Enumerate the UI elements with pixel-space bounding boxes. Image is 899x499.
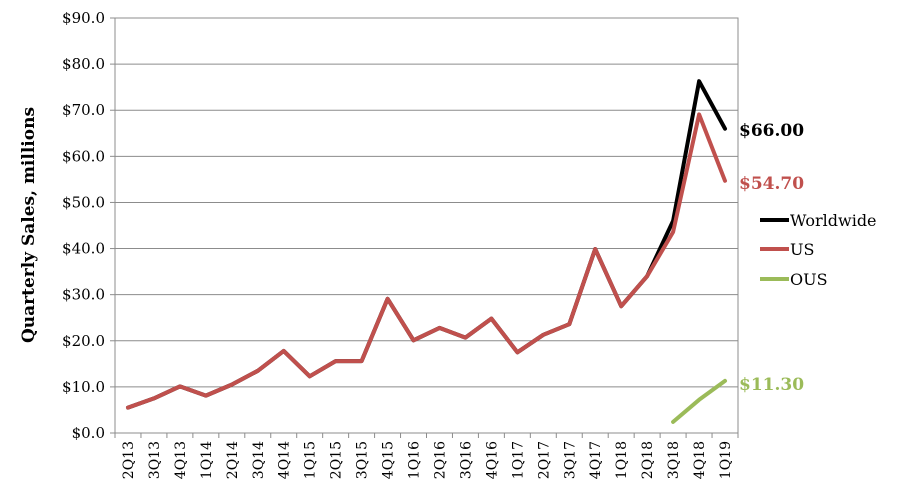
x-tick-label: 3Q17: [562, 441, 578, 479]
end-label-ous: $11.30: [739, 375, 804, 395]
y-tick-label: $60.0: [62, 147, 105, 165]
x-tick-label: 2Q14: [225, 441, 241, 479]
x-tick-label: 1Q19: [718, 441, 734, 479]
legend-label-ous: OUS: [790, 270, 828, 289]
x-tick-label: 3Q13: [147, 441, 163, 479]
x-tick-label: 1Q18: [614, 441, 630, 479]
y-tick-label: $80.0: [62, 55, 105, 73]
plot-border: [114, 17, 739, 434]
x-tick-label: 2Q15: [329, 441, 345, 479]
end-label-us: $54.70: [739, 174, 804, 194]
y-tick-label: $50.0: [62, 193, 105, 211]
x-tick-label: 3Q16: [458, 441, 474, 479]
y-tick-label: $40.0: [62, 240, 105, 258]
end-labels: $66.00 $54.70 $11.30: [739, 121, 804, 395]
legend-label-us: US: [790, 240, 814, 259]
x-tick-label: 2Q18: [640, 441, 656, 479]
legend-label-worldwide: Worldwide: [790, 211, 877, 230]
x-tick-label: 3Q15: [355, 441, 371, 479]
series-line-us: [126, 112, 727, 410]
y-tick-label: $70.0: [62, 101, 105, 119]
axes: $0.0 $10.0 $20.0 $30.0 $40.0 $50.0 $60.0 $70.0 $…: [62, 9, 739, 479]
x-tick-label: 1Q17: [510, 441, 526, 479]
x-tick-label: 4Q16: [484, 441, 500, 479]
end-label-worldwide: $66.00: [739, 121, 804, 141]
y-tick-label: $10.0: [62, 378, 105, 396]
series-lines: [126, 79, 727, 424]
y-tick-label: $20.0: [62, 332, 105, 350]
y-tick-label: $0.0: [72, 424, 105, 442]
x-tick-label: 3Q14: [251, 441, 267, 479]
x-tick-label: 4Q13: [173, 441, 189, 479]
x-tick-label: 2Q16: [432, 441, 448, 479]
x-tick-label: 4Q18: [692, 441, 708, 479]
x-tick-label: 2Q13: [121, 441, 137, 479]
x-tick-label: 4Q14: [277, 441, 293, 479]
x-tick-label: 2Q17: [536, 441, 552, 479]
x-tick-label: 1Q14: [199, 441, 215, 479]
legend: Worldwide US OUS: [760, 211, 877, 289]
x-tick-label: 3Q18: [666, 441, 682, 479]
x-tick-label: 4Q17: [588, 441, 604, 479]
x-tick-label: 1Q15: [303, 441, 319, 479]
series-line-ous: [671, 378, 727, 424]
y-tick-label: $90.0: [62, 9, 105, 27]
x-tick-label: 4Q15: [381, 441, 397, 479]
y-tick-label: $30.0: [62, 286, 105, 304]
y-axis-label: Quarterly Sales, millions: [19, 107, 39, 343]
series-line-worldwide: [126, 79, 727, 410]
gridlines: [114, 17, 739, 434]
x-tick-label: 1Q16: [407, 441, 423, 479]
